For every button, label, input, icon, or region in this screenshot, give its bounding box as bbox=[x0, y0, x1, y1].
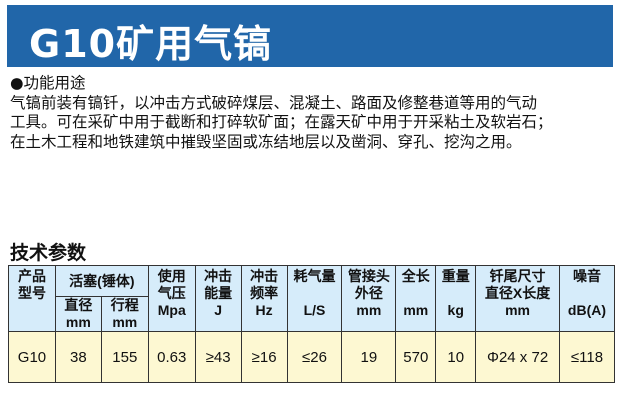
title-banner: G10矿用气镐 bbox=[7, 5, 613, 67]
header-stroke: 行程 mm bbox=[100, 296, 149, 332]
header-pressure: 使用 气压 Mpa bbox=[147, 265, 196, 332]
cell: ≤118 bbox=[558, 331, 616, 383]
page-title: G10矿用气镐 bbox=[29, 22, 273, 66]
specs-heading: 技术参数 bbox=[10, 242, 87, 264]
header-length: 全长 mm bbox=[395, 265, 437, 332]
specs-table: 产品 型号 活塞(锤体) 使用 气压 Mpa 冲击 能量 J 冲击 频率 Hz 耗气量 L/S … bbox=[8, 265, 616, 383]
header-weight: 重量 kg bbox=[435, 265, 477, 332]
cell: 10 bbox=[435, 331, 477, 383]
header-energy: 冲击 能量 J bbox=[194, 265, 242, 332]
cell: ≤26 bbox=[286, 331, 343, 383]
cell: 570 bbox=[395, 331, 437, 383]
function-line: 在土木工程和地铁建筑中摧毁坚固或冻结地层以及凿洞、穿孔、挖沟之用。 bbox=[10, 132, 522, 151]
header-diameter: 直径 mm bbox=[54, 296, 102, 332]
cell: 19 bbox=[341, 331, 397, 383]
cell: 38 bbox=[54, 331, 102, 383]
cell: G10 bbox=[8, 331, 56, 383]
function-line: 工具。可在采矿中用于截断和打碎软矿面；在露天矿中用于开采粘土及软岩石； bbox=[10, 113, 553, 131]
header-hose: 管接头 外径 mm bbox=[341, 265, 397, 332]
cell: ≥43 bbox=[194, 331, 242, 383]
header-piston: 活塞(锤体) bbox=[54, 265, 149, 297]
header-air: 耗气量 L/S bbox=[286, 265, 343, 332]
cell: 0.63 bbox=[147, 331, 196, 383]
cell: 155 bbox=[100, 331, 149, 383]
cell: Φ24 x 72 bbox=[475, 331, 560, 383]
function-heading: ●功能用途 bbox=[10, 74, 86, 92]
function-line: 气镐前装有镐钎，以冲击方式破碎煤层、混凝土、路面及修整巷道等用的气动 bbox=[10, 93, 538, 112]
header-frequency: 冲击 频率 Hz bbox=[240, 265, 288, 332]
table-row: G10 38 155 0.63 ≥43 ≥16 ≤26 19 570 10 Φ2… bbox=[8, 331, 616, 383]
header-model: 产品 型号 bbox=[8, 265, 56, 332]
header-shank: 钎尾尺寸 直径X长度 mm bbox=[475, 265, 560, 332]
cell: ≥16 bbox=[240, 331, 288, 383]
function-description: ●功能用途 气镐前装有镐钎，以冲击方式破碎煤层、混凝土、路面及修整巷道等用的气动… bbox=[10, 74, 620, 152]
header-noise: 噪音 dB(A) bbox=[558, 265, 616, 332]
